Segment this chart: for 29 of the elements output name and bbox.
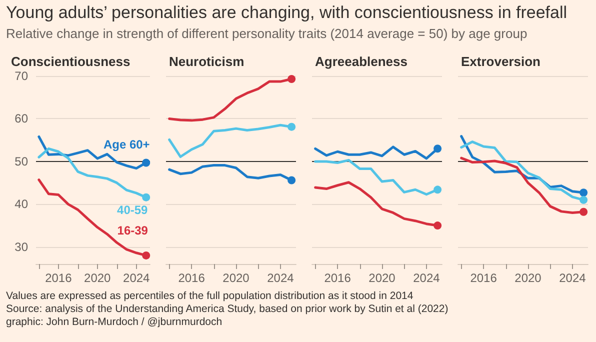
x-tick-label: 2024 — [559, 271, 586, 285]
x-tick-label: 2020 — [222, 271, 250, 285]
text: Relative change in strength of different personality traits (2014 average = 50) by age group — [6, 25, 528, 43]
y-tick-label: 70 — [14, 69, 28, 83]
x-tick-label: 2016 — [178, 271, 206, 285]
x-tick-label: 2016 — [45, 271, 72, 285]
chart-title: Neuroticism — [169, 54, 244, 69]
y-tick-label: 50 — [14, 154, 28, 168]
text: Young adults’ personalities are changing, with conscientiousness in freefall — [6, 2, 568, 24]
x-tick-label: 2016 — [324, 271, 352, 285]
x-tick-label: 2020 — [84, 271, 112, 285]
x-tick-label: 2024 — [267, 271, 294, 285]
chart-title: Extroversion — [461, 54, 541, 69]
x-tick-label: 2020 — [368, 271, 396, 285]
x-tick-label: 2024 — [413, 271, 440, 285]
text: graphic: John Burn-Murdoch / @jburnmurdoch — [6, 316, 224, 329]
y-tick-label: 40 — [14, 197, 28, 212]
x-tick-label: 2020 — [514, 271, 542, 285]
y-tick-label: 30 — [14, 240, 28, 254]
source-note: Source: analysis of the Understanding America Study, based on prior work by Sutin et al (2022) — [6, 303, 450, 316]
chart-title: Conscientiousness — [11, 54, 130, 69]
series-label: 16-39 — [117, 223, 148, 238]
x-tick-label: 2016 — [470, 271, 498, 285]
x-tick-label: 2024 — [123, 271, 150, 285]
chart-title: Agreeableness — [315, 54, 408, 69]
text: Values are expressed as percentiles of the full population distribution as it stood in 2014 — [6, 290, 414, 303]
series-label: 40-59 — [117, 203, 148, 218]
series-label: Age 60+ — [103, 138, 150, 152]
y-tick-label: 60 — [14, 112, 28, 126]
